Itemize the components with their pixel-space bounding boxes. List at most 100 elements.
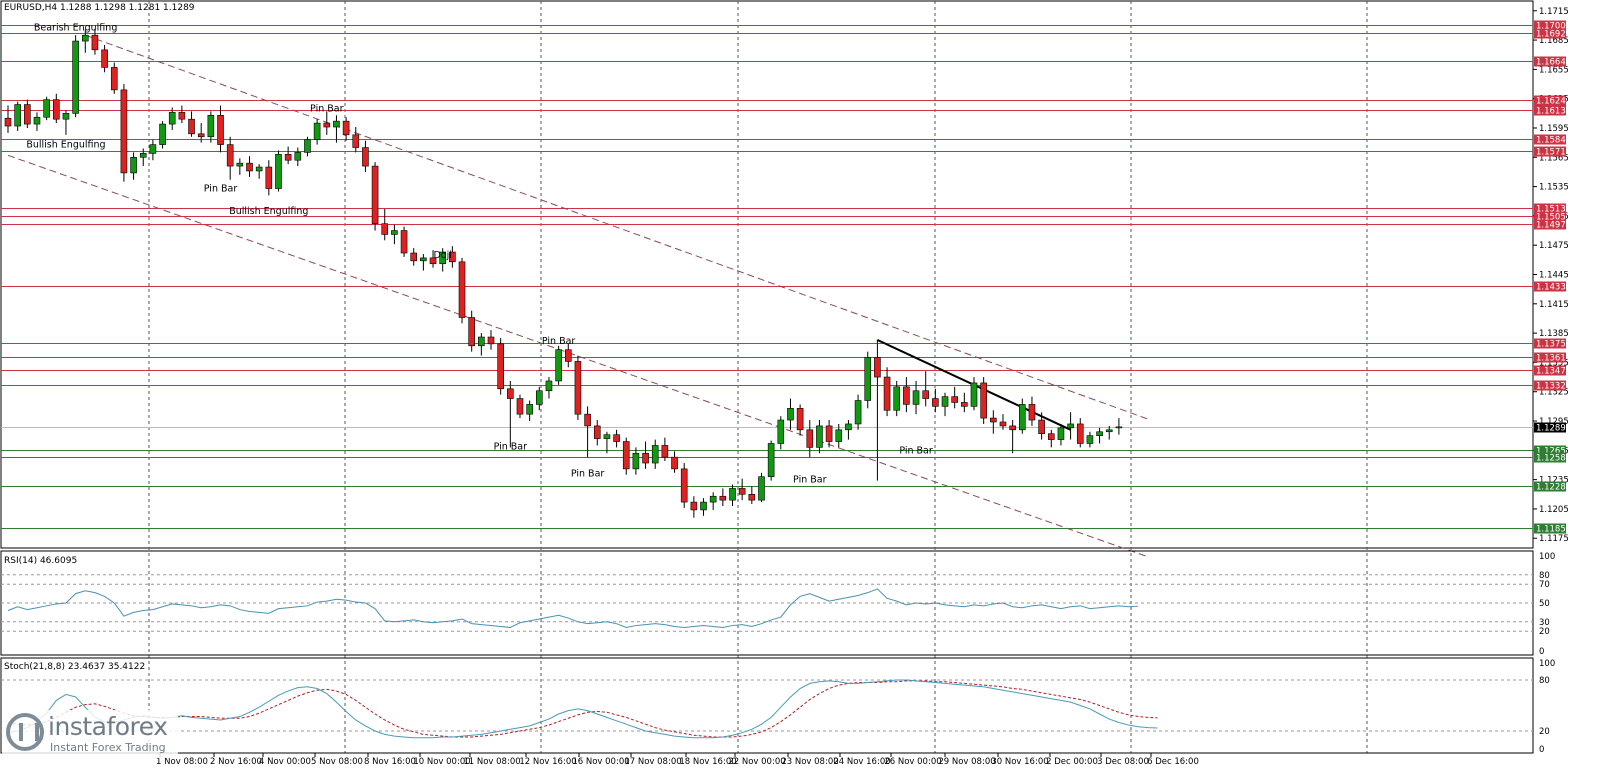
pattern-annotation: Doji: [433, 250, 451, 261]
support-level-tag: [1534, 452, 1566, 463]
bearish-candle: [468, 317, 475, 347]
bullish-candle: [236, 162, 244, 167]
main-price-pane: 1.17151.16851.16551.16251.15951.15651.15…: [0, 0, 1569, 753]
bullish-candle: [1086, 435, 1094, 444]
price-tick-label: 1.1325: [1539, 388, 1569, 398]
bullish-candle: [777, 419, 785, 444]
bearish-candle: [825, 425, 833, 442]
bearish-candle: [903, 386, 910, 405]
pattern-annotation: Pin Bar: [494, 441, 528, 452]
bearish-candle: [593, 425, 601, 439]
time-tick-label: 5 Nov 08:00: [311, 757, 363, 767]
rsi-level-label: 100: [1539, 552, 1555, 562]
bearish-candle: [507, 388, 514, 399]
rsi-level-label: 20: [1539, 627, 1550, 637]
bearish-candle: [381, 223, 389, 235]
bullish-candle: [304, 139, 311, 153]
bearish-candle: [661, 445, 669, 458]
support-level-tag: [1534, 523, 1566, 534]
resistance-level-label: 1.1700: [1536, 22, 1566, 32]
resistance-level-label: 1.1624: [1536, 97, 1566, 107]
bullish-candle: [700, 501, 707, 511]
stoch-level-label: 100: [1539, 659, 1555, 669]
bearish-candle: [362, 147, 369, 167]
resistance-level-label: 1.1571: [1536, 148, 1566, 158]
rsi-line: [7, 588, 1139, 628]
bearish-candle: [1047, 433, 1055, 440]
bearish-candle: [719, 495, 727, 501]
price-tick-label: 1.1385: [1539, 329, 1569, 339]
bearish-candle: [622, 441, 630, 470]
pattern-annotation: Bearish Engulfing: [34, 22, 117, 33]
bullish-candle: [555, 349, 562, 382]
bearish-candle: [874, 357, 881, 378]
current-price-tag: [1534, 422, 1566, 433]
resistance-level-tag: [1534, 219, 1566, 230]
bullish-candle: [970, 382, 978, 407]
time-tick-label: 11 Nov 08:00: [463, 757, 520, 767]
bearish-candle: [178, 112, 186, 120]
bearish-candle: [284, 154, 292, 161]
price-tick-label: 1.1685: [1539, 36, 1569, 46]
time-tick-label: 2 Dec 00:00: [1046, 757, 1098, 767]
bearish-candle: [188, 118, 195, 135]
bullish-candle: [893, 386, 901, 411]
stoch-pane-border: [0, 657, 1534, 754]
price-tick-label: 1.1235: [1539, 476, 1569, 486]
time-axis: 1 Nov 08:00 2 Nov 16:004 Nov 00:00 5 Nov 0…: [156, 753, 1199, 767]
bearish-candle: [922, 390, 930, 399]
bullish-candle: [420, 257, 427, 262]
time-tick-label: 6 Dec 16:00: [1147, 757, 1199, 767]
bullish-candle: [62, 113, 70, 120]
bullish-candle: [816, 425, 823, 448]
bearish-candle: [371, 165, 379, 225]
price-tick-label: 1.1445: [1539, 271, 1569, 281]
resistance-level-label: 1.1497: [1536, 221, 1566, 231]
bullish-candle: [941, 396, 949, 407]
price-tick-label: 1.1355: [1539, 358, 1569, 368]
bearish-candle: [342, 120, 350, 136]
bullish-candle: [33, 116, 41, 125]
resistance-level-label: 1.1505: [1536, 213, 1566, 223]
bearish-candle: [680, 468, 688, 503]
bearish-candle: [574, 361, 582, 415]
resistance-level-tag: [1534, 380, 1566, 391]
price-tick-label: 1.1565: [1539, 153, 1569, 163]
time-tick-label: 3 Dec 08:00: [1097, 757, 1149, 767]
bullish-candle: [1105, 429, 1113, 433]
pattern-annotation: Pin Bar: [793, 475, 827, 486]
bullish-candle: [535, 390, 543, 405]
bearish-candle: [671, 456, 678, 470]
bearish-candle: [584, 413, 591, 427]
bullish-candle: [526, 404, 533, 415]
bearish-candle: [796, 408, 804, 431]
resistance-level-tag: [1534, 20, 1566, 31]
logo-tagline: Instant Forex Trading: [50, 741, 166, 754]
time-tick-label: 16 Nov 00:00: [572, 757, 629, 767]
bullish-candle: [845, 423, 852, 431]
bearish-candle: [101, 49, 108, 68]
bullish-candle: [72, 40, 79, 114]
bearish-candle: [410, 252, 418, 262]
bearish-candle: [932, 398, 939, 407]
bullish-candle: [1018, 404, 1026, 431]
bullish-candle: [43, 99, 50, 118]
bearish-candle: [1038, 419, 1045, 435]
bearish-candle: [226, 144, 234, 167]
resistance-level-label: 1.1513: [1536, 205, 1566, 215]
resistance-level-tag: [1534, 338, 1566, 349]
bullish-candle: [168, 112, 176, 125]
resistance-level-label: 1.1347: [1536, 367, 1566, 377]
time-tick-label: 8 Nov 16:00: [364, 757, 416, 767]
bearish-candle: [961, 402, 968, 407]
stoch-main-line: [7, 679, 1158, 739]
bullish-candle: [294, 152, 302, 161]
stoch-level-label: 20: [1539, 727, 1550, 737]
bearish-candle: [951, 396, 958, 403]
symbol-info: EURUSD,H4 1.1288 1.1298 1.1281 1.1289: [4, 3, 195, 13]
bullish-candle: [159, 123, 166, 145]
resistance-level-label: 1.1433: [1536, 283, 1566, 293]
pattern-annotation: Bullish Engulfing: [229, 206, 308, 217]
bearish-candle: [52, 99, 60, 120]
